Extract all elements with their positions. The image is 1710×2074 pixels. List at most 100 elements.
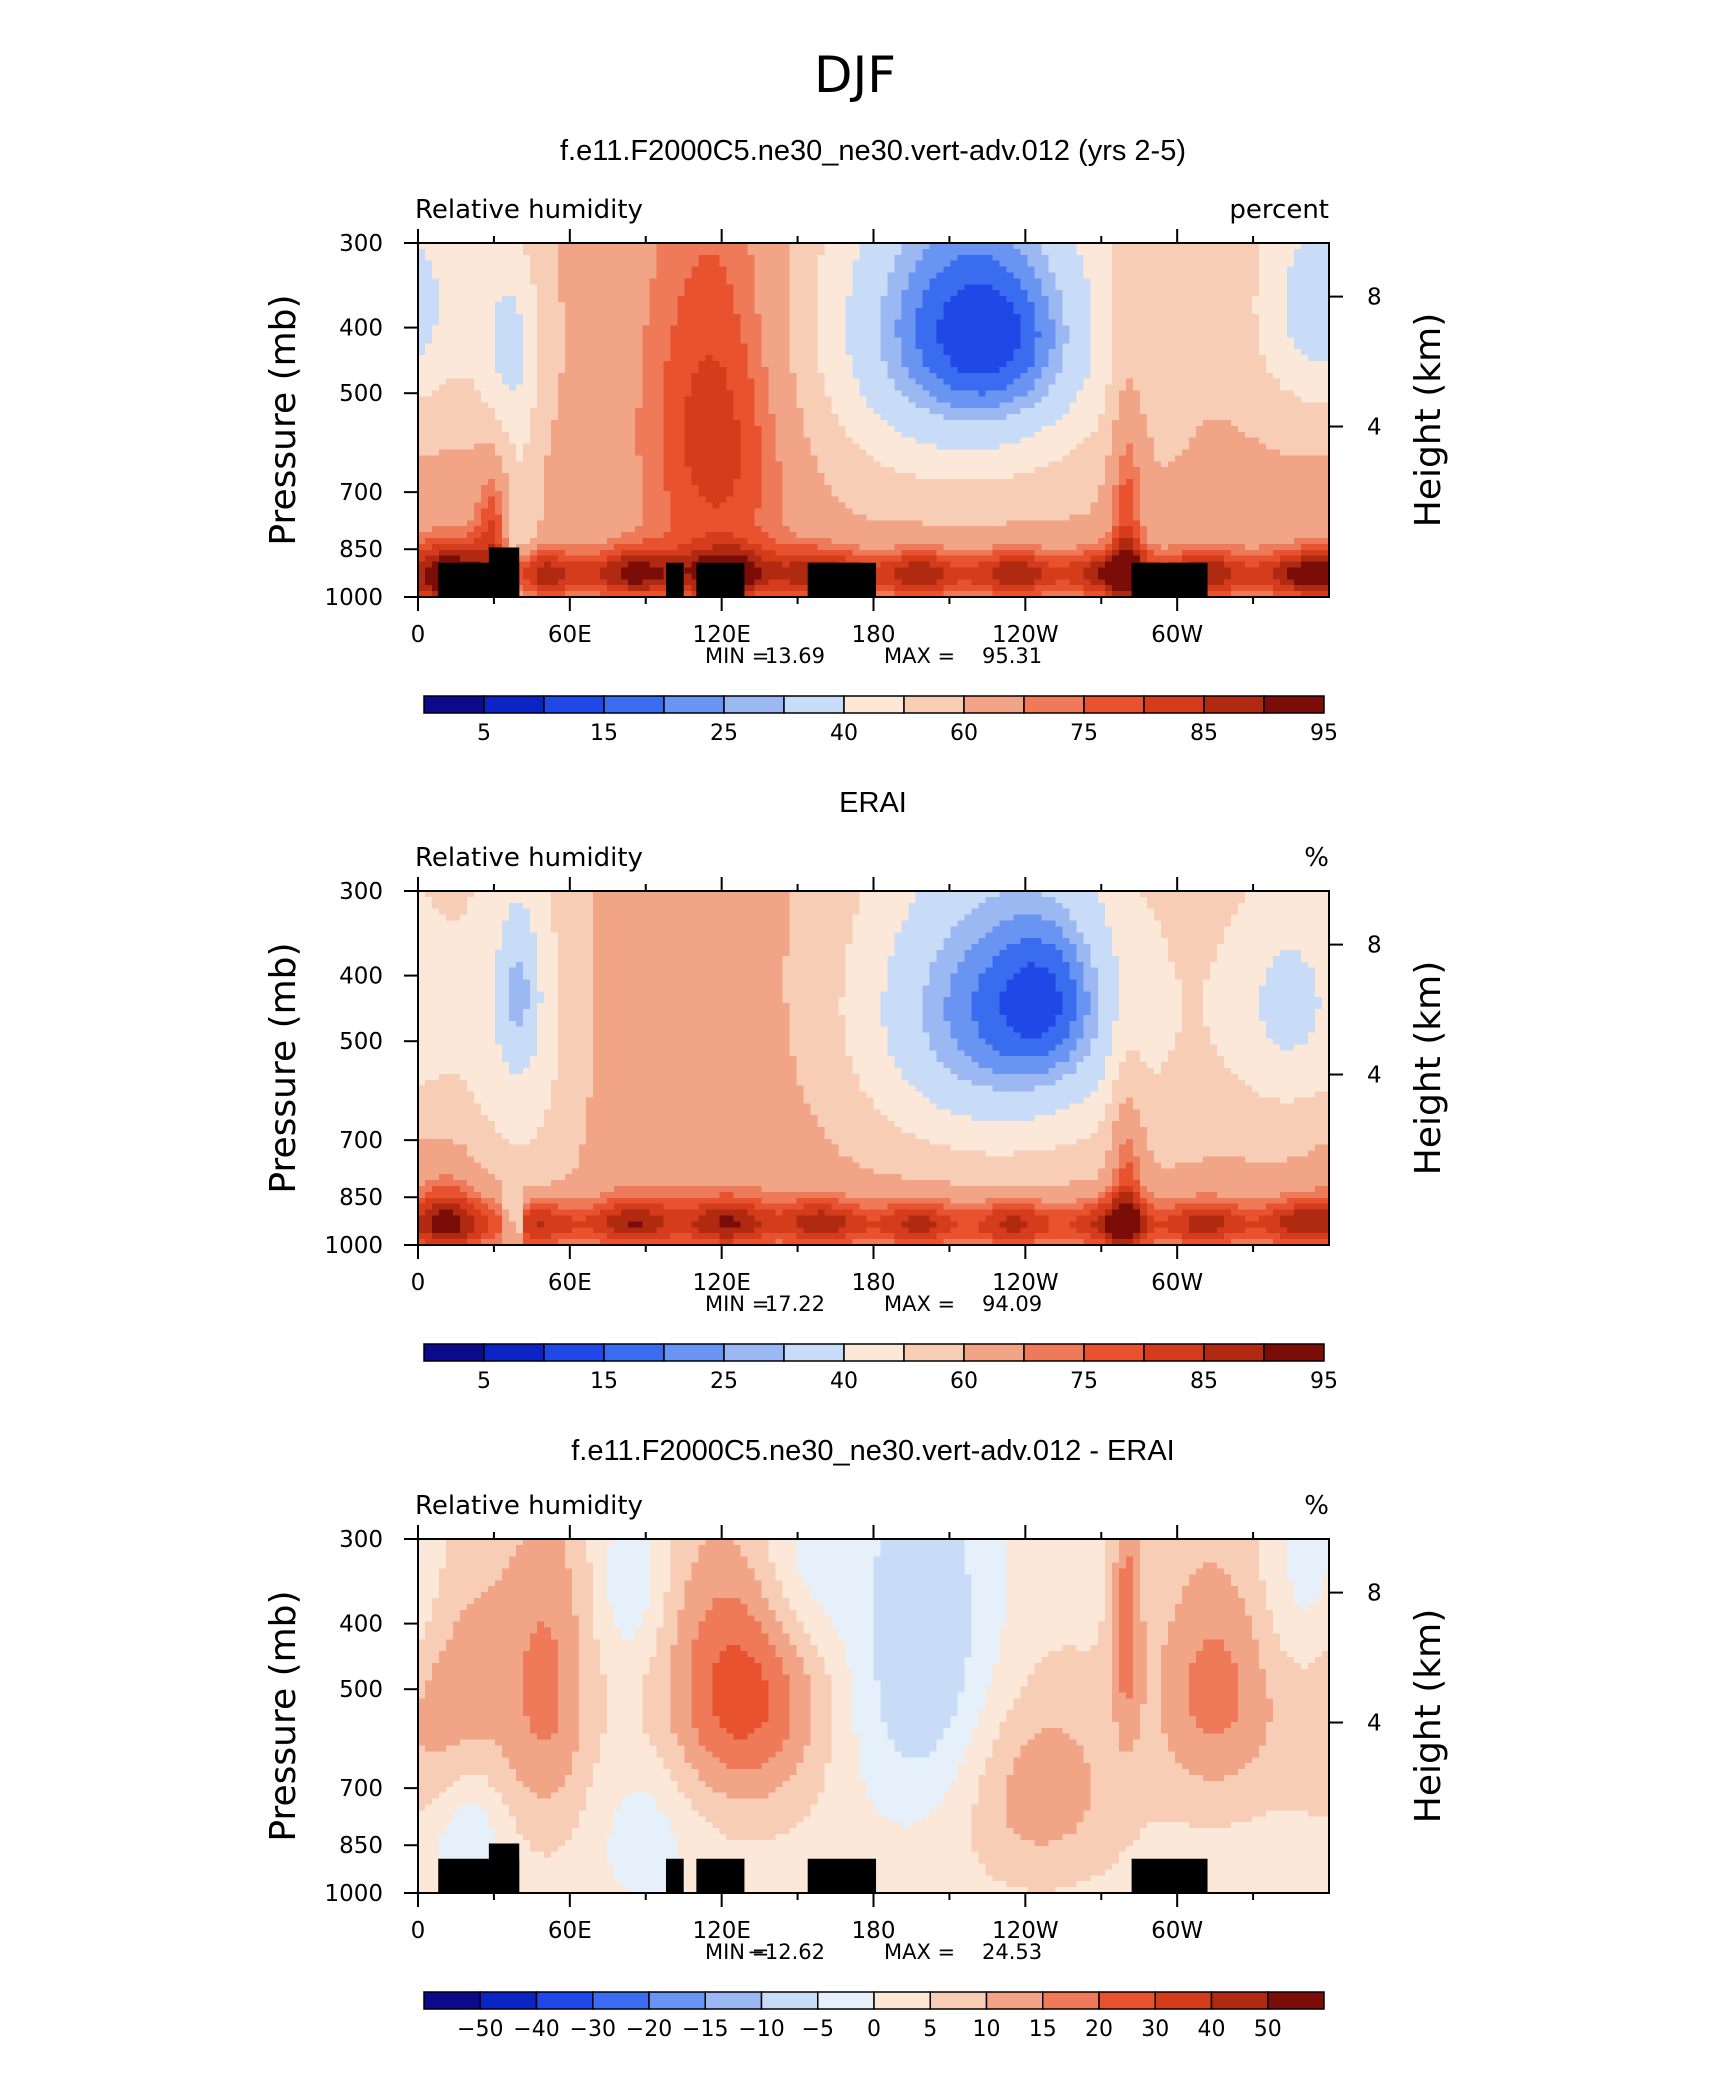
field-cell <box>1090 307 1099 315</box>
field-cell <box>1237 425 1246 433</box>
field-cell <box>810 420 819 427</box>
field-cell <box>481 414 489 421</box>
field-cell <box>1006 349 1015 356</box>
field-cell <box>1300 290 1309 297</box>
field-cell <box>1055 290 1064 297</box>
field-cell <box>509 254 517 262</box>
field-cell <box>439 325 447 333</box>
field-cell <box>565 431 573 439</box>
field-cell <box>719 431 727 439</box>
field-cell <box>1132 337 1141 344</box>
field-cell <box>698 266 706 274</box>
field-cell <box>488 302 496 309</box>
field-cell <box>1209 402 1218 409</box>
field-cell <box>481 455 489 462</box>
field-cell <box>761 408 769 415</box>
field-cell <box>978 254 987 262</box>
field-cell <box>516 390 524 397</box>
field-cell <box>509 461 517 468</box>
field-cell <box>768 302 776 309</box>
field-cell <box>971 248 980 256</box>
field-cell <box>628 243 636 250</box>
field-cell <box>1202 402 1211 409</box>
field-cell <box>488 420 496 427</box>
field-cell <box>1251 313 1260 321</box>
field-cell <box>957 414 966 421</box>
field-cell <box>1265 349 1274 356</box>
field-cell <box>936 337 945 344</box>
field-cell <box>922 355 931 362</box>
field-cell <box>446 467 454 474</box>
field-cell <box>1188 408 1197 415</box>
field-cell <box>1041 443 1050 451</box>
field-cell <box>1195 437 1204 445</box>
field-cell <box>957 408 966 415</box>
field-cell <box>1055 390 1064 397</box>
field-cell <box>558 284 566 291</box>
field-cell <box>1293 272 1302 279</box>
field-cell <box>467 431 475 439</box>
field-cell <box>726 408 734 415</box>
field-cell <box>677 296 685 303</box>
field-cell <box>1272 384 1281 392</box>
field-cell <box>817 284 826 291</box>
field-cell <box>1041 243 1050 250</box>
field-cell <box>901 337 910 344</box>
field-cell <box>439 366 447 374</box>
field-cell <box>943 384 952 392</box>
field-cell <box>1125 254 1134 262</box>
field-cell <box>488 343 496 350</box>
field-cell <box>572 343 580 350</box>
field-cell <box>1076 331 1085 338</box>
field-cell <box>796 307 805 315</box>
field-cell <box>698 372 706 380</box>
field-cell <box>1118 449 1127 456</box>
field-cell <box>971 319 980 327</box>
field-cell <box>761 302 769 309</box>
field-cell <box>908 372 917 380</box>
field-cell <box>1167 449 1176 456</box>
field-cell <box>677 278 685 285</box>
field-cell <box>607 266 615 274</box>
field-cell <box>1055 278 1064 285</box>
field-cell <box>1069 313 1078 321</box>
field-cell <box>964 254 973 262</box>
field-cell <box>894 366 903 374</box>
field-cell <box>1307 396 1316 403</box>
field-cell <box>915 425 924 433</box>
field-cell <box>1321 272 1330 279</box>
field-cell <box>936 313 945 321</box>
field-cell <box>866 408 875 415</box>
field-cell <box>453 361 461 368</box>
field-cell <box>1188 319 1197 327</box>
field-cell <box>439 319 447 327</box>
field-cell <box>670 372 678 380</box>
field-cell <box>621 414 629 421</box>
field-cell <box>1265 307 1274 315</box>
field-cell <box>803 331 812 338</box>
field-cell <box>600 290 608 297</box>
field-cell <box>1181 420 1190 427</box>
field-cell <box>1041 343 1050 350</box>
field-cell <box>460 425 468 433</box>
field-cell <box>537 260 545 268</box>
field-cell <box>432 408 440 415</box>
field-cell <box>1027 431 1036 439</box>
field-cell <box>803 402 812 409</box>
field-cell <box>1013 366 1022 374</box>
field-cell <box>1153 408 1162 415</box>
field-cell <box>1244 307 1253 315</box>
field-cell <box>1090 455 1099 462</box>
field-cell <box>873 337 882 344</box>
field-cell <box>677 449 685 456</box>
field-cell <box>1027 331 1036 338</box>
field-cell <box>740 325 748 333</box>
field-cell <box>1083 420 1092 427</box>
field-cell <box>635 408 643 415</box>
field-cell <box>1195 296 1204 303</box>
field-cell <box>523 266 531 274</box>
field-cell <box>1006 266 1015 274</box>
field-cell <box>614 390 622 397</box>
field-cell <box>838 355 847 362</box>
field-cell <box>1244 355 1253 362</box>
